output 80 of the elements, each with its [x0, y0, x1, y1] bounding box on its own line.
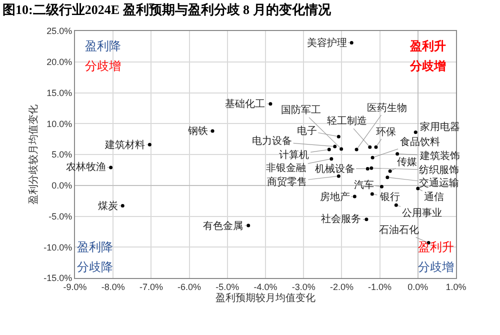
annotation: 分歧降: [77, 260, 113, 274]
point: [386, 176, 390, 180]
point: [396, 152, 400, 156]
point: [394, 203, 398, 207]
x-tick-label: -1.0%: [368, 282, 392, 292]
x-tick-label: -2.0%: [330, 282, 354, 292]
chart-title: 图10:二级行业2024E 盈利预期与盈利分歧 8 月的变化情况: [2, 2, 332, 18]
y-tick-label: 25.0%: [46, 26, 72, 36]
data-label: 轻工制造: [327, 115, 367, 127]
point: [370, 156, 374, 160]
data-label: 计算机: [279, 149, 309, 161]
data-label: 国防军工: [281, 104, 321, 116]
point: [388, 169, 392, 173]
point: [336, 174, 340, 178]
annotation: 分歧增: [409, 59, 446, 73]
data-label: 煤炭: [98, 200, 118, 212]
point: [333, 144, 337, 148]
y-tick-label: 15.0%: [46, 88, 72, 98]
data-label: 交通运输: [419, 177, 459, 189]
data-label: 电力设备: [252, 135, 292, 147]
data-label: 通信: [424, 191, 444, 203]
data-label: 纺织服饰: [419, 164, 459, 176]
point: [354, 148, 358, 152]
data-label: 美容护理: [307, 37, 347, 49]
data-label: 商贸零售: [267, 176, 307, 188]
x-tick-label: -7.0%: [139, 282, 163, 292]
point: [416, 186, 420, 190]
data-label: 传媒: [397, 157, 417, 168]
y-tick-label: 20.0%: [46, 57, 72, 68]
point: [340, 147, 344, 151]
x-tick-label: -4.0%: [254, 282, 278, 292]
point: [336, 134, 340, 138]
annotation: 分歧增: [85, 59, 121, 73]
data-label: 钢铁: [187, 125, 208, 137]
y-tick-label: -5.0%: [48, 211, 72, 222]
y-tick-label: -10.0%: [44, 242, 72, 252]
annotation: 分歧增: [418, 260, 454, 274]
y-tick-label: -15.0%: [44, 273, 72, 284]
data-label: 电子: [297, 125, 317, 137]
data-label: 农林牧渔: [66, 161, 106, 173]
data-label: 建筑装饰: [419, 150, 460, 162]
annotation: 盈利升: [409, 39, 446, 53]
x-tick-label: -6.0%: [178, 282, 202, 292]
y-tick-label: 10.0%: [46, 118, 72, 129]
x-tick-label: 0.0%: [408, 282, 428, 292]
data-label: 公用事业: [402, 207, 442, 219]
annotation: 盈利升: [418, 240, 454, 254]
data-label: 非银金融: [266, 162, 306, 174]
x-tick-label: 1.0%: [446, 282, 466, 292]
data-label: 环保: [376, 127, 396, 138]
data-label: 机械设备: [315, 163, 355, 175]
x-tick-label: -3.0%: [292, 282, 316, 292]
x-tick-label: -5.0%: [216, 282, 240, 292]
point: [374, 145, 378, 149]
x-axis-title: 盈利预期较月均值变化: [216, 292, 316, 304]
data-label: 医药生物: [367, 102, 407, 114]
annotation: 盈利降: [85, 39, 121, 53]
data-label: 家用电器: [420, 121, 460, 133]
point: [380, 184, 384, 188]
data-label: 基础化工: [225, 98, 265, 110]
y-tick-label: 0.0%: [52, 180, 72, 191]
data-label: 社会服务: [321, 213, 361, 225]
point: [366, 166, 370, 170]
annotation: 盈利降: [77, 240, 113, 254]
point: [370, 192, 374, 196]
y-tick-label: 5.0%: [52, 150, 72, 160]
data-label: 石油石化: [379, 224, 419, 236]
data-label: 银行: [379, 192, 400, 203]
point: [327, 148, 331, 152]
point: [330, 157, 334, 161]
data-label: 食品饮料: [400, 136, 440, 148]
data-label: 汽车: [354, 179, 374, 191]
y-axis-title: 盈利分歧较月均值变化: [28, 104, 40, 204]
x-tick-label: -8.0%: [101, 282, 125, 292]
point: [368, 145, 372, 149]
x-tick-label: -9.0%: [63, 282, 87, 292]
data-label: 有色金属: [203, 220, 243, 232]
point: [370, 166, 374, 170]
data-label: 房地产: [320, 191, 350, 203]
data-label: 建筑材料: [104, 139, 145, 151]
